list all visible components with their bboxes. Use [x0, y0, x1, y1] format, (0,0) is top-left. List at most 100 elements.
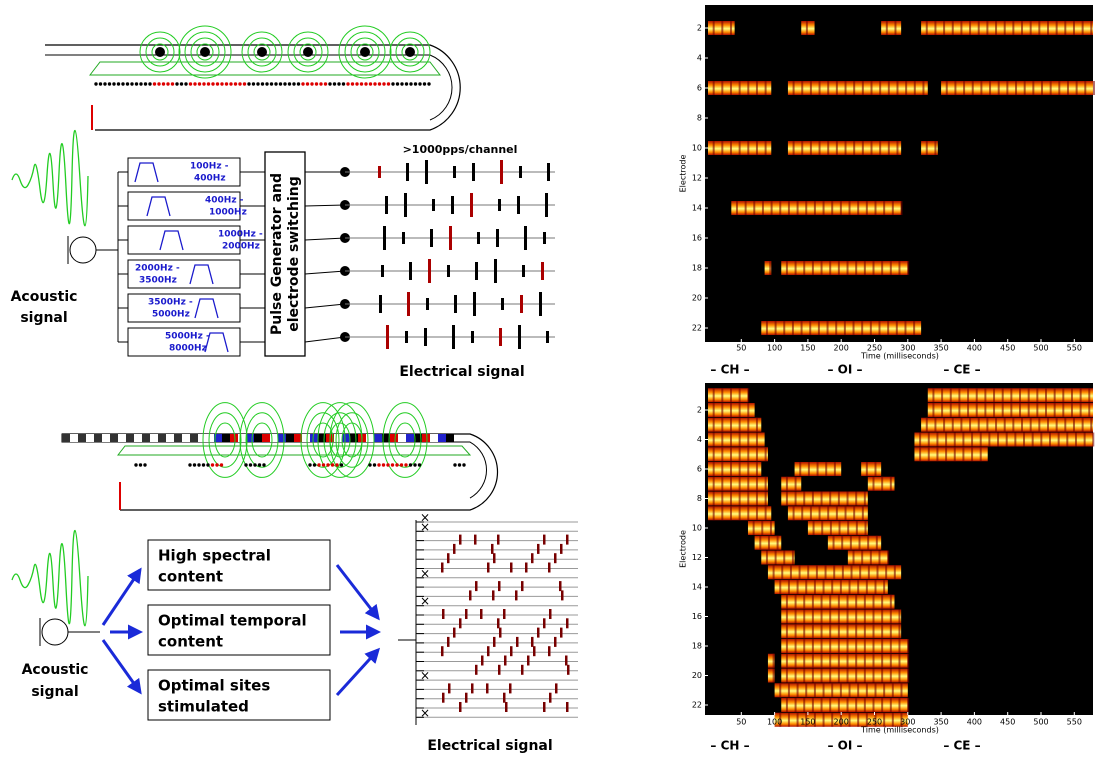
heatmap-stripe [881, 624, 883, 638]
pulse [524, 226, 527, 250]
heatmap-stripe [849, 580, 851, 594]
heatmap-stripe [904, 321, 906, 335]
heatmap-stripe [803, 610, 805, 624]
heatmap-stripe [919, 433, 921, 447]
contact-dot [283, 82, 286, 85]
heatmap-stripe [905, 81, 907, 95]
heatmap-stripe [1084, 81, 1086, 95]
heatmap-stripe [810, 506, 812, 520]
heatmap-stripe [945, 447, 947, 461]
heatmap-stripe [788, 683, 790, 697]
filter-label: 3500Hz - [148, 298, 193, 308]
heatmap-stripe [788, 713, 790, 727]
pulse [441, 563, 444, 573]
heatmap-stripe [812, 595, 814, 609]
heatmap-stripe [721, 418, 723, 432]
heatmap-stripe [873, 669, 875, 683]
heatmap-stripe [875, 683, 877, 697]
heatmap-stripe [730, 141, 732, 155]
heatmap-stripe [773, 654, 775, 668]
pulse [501, 298, 504, 310]
heatmap-stripe [1090, 418, 1092, 432]
heatmap-stripe [885, 565, 887, 579]
heatmap-stripe [765, 141, 767, 155]
pulse [453, 628, 456, 638]
contact-dot [400, 82, 403, 85]
heatmap-stripe [907, 654, 909, 668]
pulse [561, 590, 564, 600]
heatmap-stripe [1010, 388, 1012, 402]
heatmap-stripe [805, 580, 807, 594]
pulse [516, 637, 519, 647]
heatmap-stripe [984, 403, 986, 417]
heatmap-stripe [855, 698, 857, 712]
x-tick-label: 500 [1033, 718, 1048, 727]
heatmap-stripe [765, 447, 767, 461]
heatmap-stripe [890, 610, 892, 624]
pulse [447, 265, 450, 277]
heatmap-stripe [829, 639, 831, 653]
heatmap-stripe [786, 595, 788, 609]
shape [62, 434, 498, 510]
heatmap-stripe [941, 403, 943, 417]
x-tick-label: 150 [800, 344, 815, 353]
heatmap-stripe [747, 433, 749, 447]
heatmap-stripe [1080, 403, 1082, 417]
heatmap-stripe [862, 81, 864, 95]
heatmap-stripe [883, 201, 885, 215]
contact-dot [238, 82, 241, 85]
heatmap-stripe [713, 81, 715, 95]
heatmap-stripe [898, 261, 900, 275]
shape [103, 640, 140, 692]
heatmap-stripe [1012, 21, 1014, 35]
heatmap-stripe [809, 321, 811, 335]
heatmap-stripe [926, 418, 928, 432]
heatmap-band [781, 654, 908, 668]
heatmap-stripe [827, 506, 829, 520]
contact-square [102, 434, 110, 442]
pulse [451, 196, 454, 214]
heatmap-stripe [713, 506, 715, 520]
heatmap-stripe [1054, 388, 1056, 402]
contact-square [158, 434, 166, 442]
heatmap-stripe [713, 403, 715, 417]
contact-dot [418, 463, 421, 466]
contact-dot [382, 463, 385, 466]
heatmap-stripe [730, 403, 732, 417]
heatmap-stripe [855, 610, 857, 624]
heatmap-stripe [866, 201, 868, 215]
heatmap-stripe [821, 624, 823, 638]
heatmap-stripe [797, 580, 799, 594]
strategy-label: content [158, 633, 223, 651]
heatmap-stripe [900, 201, 902, 215]
pulse [378, 166, 381, 178]
heatmap-bg [705, 5, 1093, 342]
heatmap-stripe [730, 462, 732, 476]
heatmap-stripe [1054, 403, 1056, 417]
contact-dot [342, 82, 345, 85]
pulse [386, 325, 389, 349]
heatmap-stripe [721, 388, 723, 402]
heatmap-stripe [855, 492, 857, 506]
heatmap-stripe [1023, 433, 1025, 447]
heatmap-stripe [883, 683, 885, 697]
heatmap-stripe [730, 21, 732, 35]
heatmap-stripe [870, 321, 872, 335]
heatmap-stripe [887, 551, 889, 565]
heatmap-stripe [829, 595, 831, 609]
contact-dot [337, 82, 340, 85]
heatmap-stripe [721, 433, 723, 447]
x-tick-label: 100 [767, 344, 782, 353]
heatmap-stripe [823, 713, 825, 727]
heatmap-stripe [1015, 81, 1017, 95]
heatmap-stripe [781, 565, 783, 579]
pulse [402, 232, 405, 244]
heatmap-stripe [1019, 403, 1021, 417]
contact-dot [391, 463, 394, 466]
pulse [554, 553, 557, 563]
off-mark: × [420, 594, 430, 608]
heatmap-stripe [941, 388, 943, 402]
heatmap-stripe [875, 201, 877, 215]
heatmap-stripe [841, 536, 843, 550]
heatmap-stripe [867, 536, 869, 550]
